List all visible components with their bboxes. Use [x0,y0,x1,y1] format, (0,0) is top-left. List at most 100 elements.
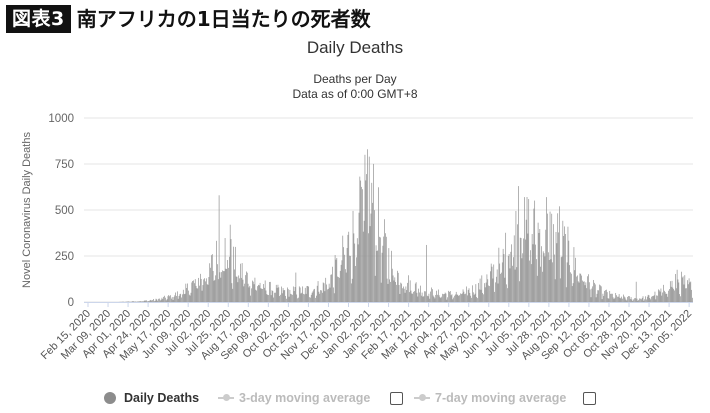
bar [374,275,376,302]
figure-tag: 図表3 [6,5,71,33]
bar [546,197,547,302]
bar [350,283,352,302]
bar [239,278,240,302]
y-tick-label: 250 [55,251,74,263]
bar [391,250,392,302]
bar [524,239,526,302]
bar [500,273,501,302]
checkbox-7-day-average[interactable] [583,392,596,405]
bar [531,234,533,302]
legend-item-3-day-average[interactable]: 3-day moving average [218,388,370,408]
bar [490,263,492,302]
bar [585,282,587,302]
bar [501,272,502,302]
bar [401,283,402,302]
bar [655,299,657,302]
bar [155,298,157,302]
bar [610,293,611,302]
bar [570,272,571,302]
bar [541,246,542,302]
bar [549,211,551,302]
bar [355,265,356,302]
bar [417,296,419,302]
bar [685,288,686,302]
bar [629,299,631,302]
bar [553,254,555,302]
bar [521,258,523,302]
bar [162,299,164,302]
bar [142,301,144,302]
bar [230,239,232,302]
bar [595,297,597,302]
bar [526,196,528,302]
legend-item-7-day-average[interactable]: 7-day moving average [414,388,566,408]
bar [687,284,689,302]
bar [333,287,334,302]
bar [149,300,151,302]
bar [659,291,661,302]
bar [206,284,208,302]
bar [508,253,510,302]
bar [203,279,205,302]
bar [657,295,658,302]
bar [237,282,239,302]
bar [642,296,644,302]
bar [483,294,484,302]
bar [601,299,603,302]
bar [160,299,162,302]
bar [588,274,589,302]
bar [314,288,315,302]
bar [252,280,253,302]
legend-item-daily-deaths[interactable]: Daily Deaths [104,388,199,408]
bar [261,288,263,302]
bar [457,294,459,302]
bar [407,282,408,302]
bar [652,296,653,302]
bar [323,283,325,302]
bar [240,277,242,302]
bar [320,290,321,302]
bar [543,253,545,302]
bar [171,297,173,302]
bar [564,226,565,302]
bar [309,297,310,302]
bar [147,301,148,302]
bar [348,231,350,302]
bar [555,231,557,302]
bar [184,293,186,302]
bar [459,295,460,302]
bar [331,274,333,302]
bar [332,266,333,302]
bar [356,257,357,302]
bar [436,290,437,302]
bar [460,293,461,302]
bar [135,301,136,302]
bar [370,213,372,302]
bar [671,280,673,302]
bar [428,293,430,302]
bar [406,290,408,302]
bar [381,252,383,302]
bar [285,295,286,302]
bar [669,281,671,302]
bar [456,294,458,302]
legend-marker-3-day-average [218,394,234,401]
bar [575,257,576,302]
bar [421,292,423,302]
bar [505,232,507,302]
bar [345,272,347,302]
bar [170,295,171,302]
bar [159,298,160,302]
bar [353,233,355,302]
bar [145,300,147,302]
bar [360,180,362,302]
checkbox-3-day-average[interactable] [390,392,403,405]
bar [166,299,168,302]
bar [482,292,483,302]
bar [580,273,582,302]
bar [269,281,270,302]
bar [599,284,600,302]
bar [153,299,154,302]
bar [208,277,210,302]
bar [157,300,159,302]
